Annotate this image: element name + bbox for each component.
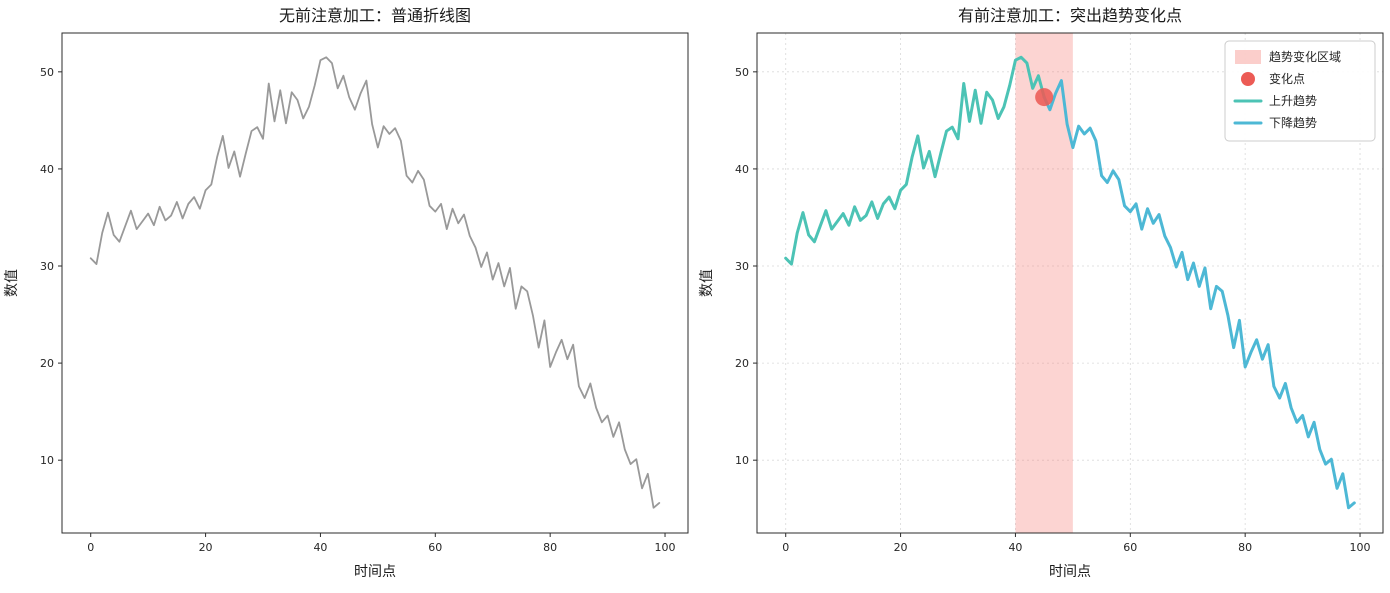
legend-swatch-marker	[1241, 72, 1255, 86]
legend-swatch-patch	[1235, 50, 1261, 64]
x-tick-label: 60	[428, 541, 442, 554]
legend-item-label: 下降趋势	[1269, 116, 1317, 130]
x-tick-label: 80	[543, 541, 557, 554]
y-tick-label: 40	[735, 163, 749, 176]
x-tick-label: 80	[1238, 541, 1252, 554]
x-tick-label: 20	[199, 541, 213, 554]
x-tick-label: 0	[782, 541, 789, 554]
y-axis-label: 数值	[4, 269, 20, 297]
legend-box	[1224, 40, 1376, 142]
chart-title: 无前注意加工：普通折线图	[279, 6, 471, 25]
subplot-left: 0 20 40 60 80 100 10 20 30 40 50 无前注意加工：普通折线图 时间点 数值	[0, 0, 695, 589]
series-line-falling-trend	[1042, 79, 1356, 510]
x-axis-label: 时间点	[1049, 564, 1091, 580]
y-tick-label: 40	[40, 163, 54, 176]
change-point-marker	[1035, 88, 1054, 107]
subplot-right: 0 20 40 60 80 100 10 20 30 40 50 有前注意加工：突出趋势变化点 时间点 数…	[695, 0, 1390, 589]
x-tick-label: 60	[1123, 541, 1137, 554]
y-tick-label: 30	[40, 260, 54, 273]
legend-item-label: 上升趋势	[1269, 94, 1317, 108]
x-tick-label: 40	[1008, 541, 1022, 554]
legend-item-label: 趋势变化区域	[1269, 49, 1341, 64]
highlight-span	[1015, 33, 1073, 533]
plot-border	[756, 32, 1384, 534]
series-line-rising-trend	[784, 55, 1046, 266]
y-tick-label: 10	[40, 454, 54, 467]
x-tick-label: 100	[1350, 541, 1371, 554]
plot-border	[61, 32, 689, 534]
x-tick-label: 20	[894, 541, 908, 554]
y-tick-label: 10	[735, 454, 749, 467]
y-tick-label: 50	[40, 66, 54, 79]
y-axis-label: 数值	[699, 269, 715, 297]
legend-item-label: 变化点	[1269, 71, 1305, 86]
y-tick-label: 20	[735, 357, 749, 370]
x-tick-label: 100	[655, 541, 676, 554]
x-tick-label: 0	[87, 541, 94, 554]
y-tick-label: 20	[40, 357, 54, 370]
y-tick-label: 50	[735, 66, 749, 79]
x-axis-label: 时间点	[354, 564, 396, 580]
series-line-plain-line	[89, 56, 661, 509]
x-tick-label: 40	[313, 541, 327, 554]
chart-title: 有前注意加工：突出趋势变化点	[958, 6, 1182, 25]
y-tick-label: 30	[735, 260, 749, 273]
